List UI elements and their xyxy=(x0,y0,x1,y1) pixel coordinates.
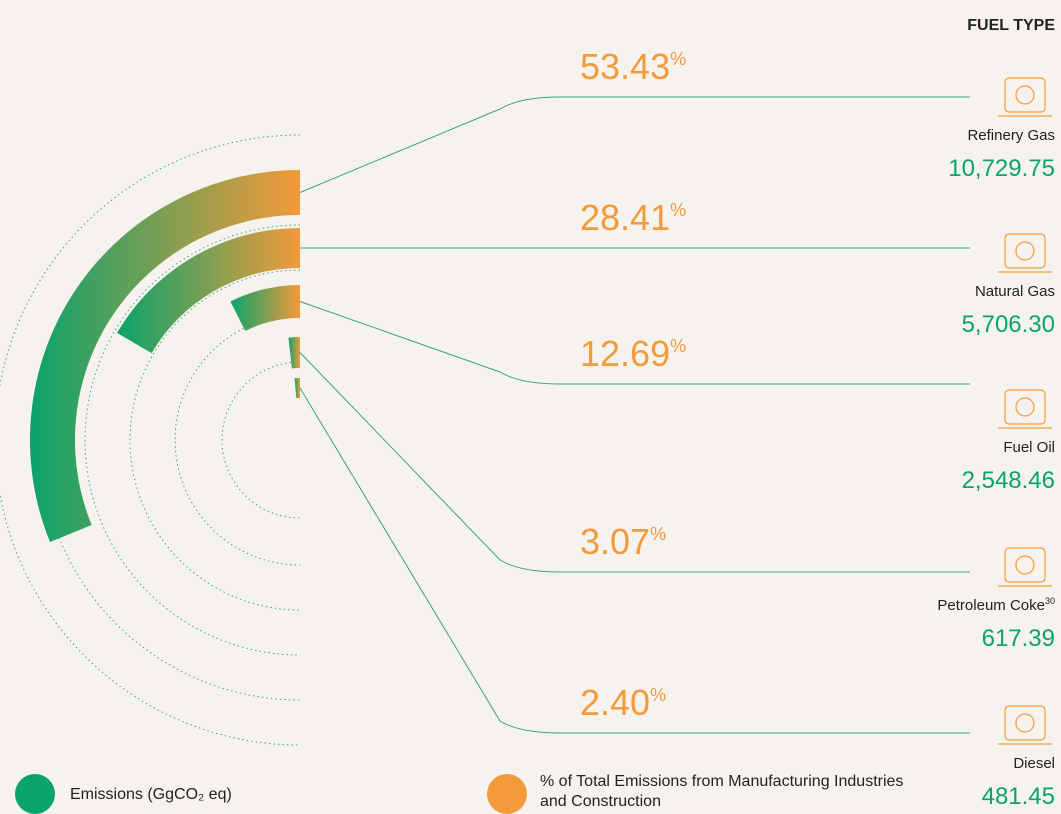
icon-detail xyxy=(1015,241,1035,261)
icon-body xyxy=(1004,547,1046,583)
icon-detail xyxy=(1015,397,1035,417)
icon-detail xyxy=(1015,713,1035,733)
category-name: Refinery Gas xyxy=(967,127,1055,144)
icon-body xyxy=(1004,233,1046,269)
percent-unit: % xyxy=(670,200,686,220)
emission-label: 617.39 xyxy=(982,625,1055,652)
emission-label: 10,729.75 xyxy=(948,155,1055,182)
percent-label: 12.69% xyxy=(580,333,686,374)
percent-label: 3.07% xyxy=(580,521,666,562)
percent-unit: % xyxy=(650,685,666,705)
icon-body xyxy=(1004,705,1046,741)
guide-arc xyxy=(84,224,301,656)
percent-unit: % xyxy=(650,524,666,544)
percent-value: 3.07 xyxy=(580,521,650,562)
fuel-icon xyxy=(998,705,1052,745)
header: FUEL TYPE xyxy=(967,17,1055,34)
category-name: Diesel xyxy=(1013,755,1055,772)
category-label: Natural Gas xyxy=(975,283,1055,300)
percent-label: 28.41% xyxy=(580,197,686,238)
category-name: Petroleum Coke xyxy=(937,597,1045,614)
bar xyxy=(29,170,300,543)
percent-unit: % xyxy=(670,49,686,69)
guide-arc xyxy=(221,361,301,519)
category-name: Natural Gas xyxy=(975,283,1055,300)
icon-detail xyxy=(1015,85,1035,105)
bar xyxy=(288,337,300,369)
fuel-icon xyxy=(998,77,1052,117)
percent-value: 12.69 xyxy=(580,333,670,374)
percent-label: 2.40% xyxy=(580,682,666,723)
percent-value: 2.40 xyxy=(580,682,650,723)
legend-label: % of Total Emissions from Manufacturing … xyxy=(540,773,904,810)
category-label: Diesel xyxy=(1013,755,1055,772)
guide-arc xyxy=(174,314,301,566)
leader-line xyxy=(299,301,970,385)
emission-label: 481.45 xyxy=(982,783,1055,810)
bar xyxy=(230,285,300,331)
category-name: Fuel Oil xyxy=(1003,439,1055,456)
guide-arc xyxy=(0,134,301,746)
fuel-icon xyxy=(998,547,1052,587)
leader-line xyxy=(299,352,970,573)
icon-detail xyxy=(1015,555,1035,575)
bar xyxy=(294,378,300,399)
legend-swatch xyxy=(15,774,55,814)
emission-label: 5,706.30 xyxy=(962,311,1055,338)
leader-line xyxy=(299,96,970,193)
leader-line xyxy=(299,387,970,734)
icon-body xyxy=(1004,389,1046,425)
category-label: Fuel Oil xyxy=(1003,439,1055,456)
percent-label: 53.43% xyxy=(580,46,686,87)
fuel-icon xyxy=(998,233,1052,273)
emission-label: 2,548.46 xyxy=(962,467,1055,494)
fuel-icon xyxy=(998,389,1052,429)
legend-swatch xyxy=(487,774,527,814)
percent-value: 53.43 xyxy=(580,46,670,87)
footnote-mark: 30 xyxy=(1045,596,1055,606)
bar xyxy=(117,228,300,354)
guide-arc xyxy=(129,269,301,611)
category-label: Refinery Gas xyxy=(967,127,1055,144)
icon-body xyxy=(1004,77,1046,113)
percent-value: 28.41 xyxy=(580,197,670,238)
category-label: Petroleum Coke30 xyxy=(937,596,1055,614)
percent-unit: % xyxy=(670,336,686,356)
legend-label: Emissions (GgCO₂ eq) xyxy=(70,786,232,803)
